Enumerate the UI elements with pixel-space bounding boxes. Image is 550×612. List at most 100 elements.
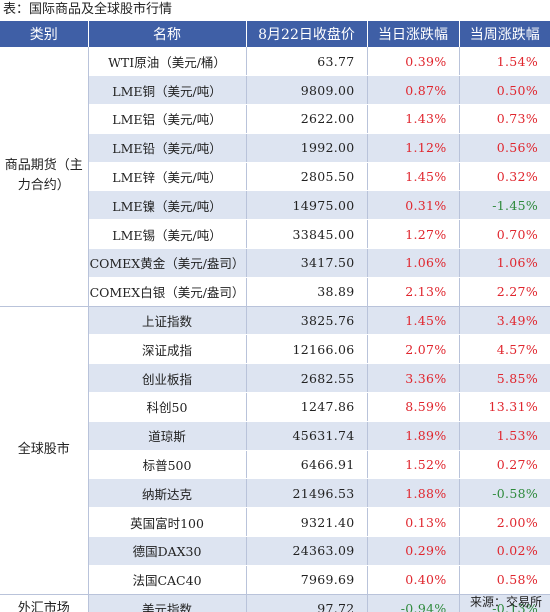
table-row: 深证成指 12166.06 2.07% 4.57% — [0, 334, 550, 365]
header-category: 类别 — [0, 21, 89, 47]
day-change-cell: 0.39% — [367, 47, 460, 77]
table-row: 德国DAX30 24363.09 0.29% 0.02% — [0, 536, 550, 566]
week-change-cell: 0.70% — [459, 219, 550, 250]
close-price-cell: 97.72 — [246, 594, 368, 612]
name-cell: 英国富时100 — [88, 507, 247, 538]
close-price-cell: 12166.06 — [246, 334, 368, 365]
table-row: LME镍（美元/吨） 14975.00 0.31% -1.45% — [0, 190, 550, 221]
table-row: 商品期货（主力合约） WTI原油（美元/桶） 63.77 0.39% 1.54% — [0, 47, 550, 307]
week-change-cell: 0.73% — [459, 104, 550, 134]
day-change-cell: 1.88% — [367, 478, 460, 509]
header-name: 名称 — [88, 21, 247, 47]
close-price-cell: 9321.40 — [246, 507, 368, 538]
day-change-cell: 1.12% — [367, 133, 460, 163]
name-cell: 上证指数 — [88, 306, 247, 336]
week-change-cell: 13.31% — [459, 392, 550, 422]
week-change-cell: 1.06% — [459, 248, 550, 278]
week-change-cell: 0.27% — [459, 450, 550, 480]
day-change-cell: 2.13% — [367, 277, 460, 307]
close-price-cell: 7969.69 — [246, 565, 368, 595]
close-price-cell: 3825.76 — [246, 306, 368, 336]
table-row: 外汇市场 美元指数 97.72 -0.94% -0.13% — [0, 594, 550, 612]
day-change-cell: 0.29% — [367, 536, 460, 566]
table-row: COMEX白银（美元/盎司） 38.89 2.13% 2.27% — [0, 277, 550, 307]
table-row: COMEX黄金（美元/盎司） 3417.50 1.06% 1.06% — [0, 248, 550, 278]
week-change-cell: 3.49% — [459, 306, 550, 336]
day-change-cell: 8.59% — [367, 392, 460, 422]
close-price-cell: 2622.00 — [246, 104, 368, 134]
close-price-cell: 3417.50 — [246, 248, 368, 278]
source-note: 来源：交易所 — [469, 595, 542, 609]
close-price-cell: 14975.00 — [246, 190, 368, 221]
close-price-cell: 24363.09 — [246, 536, 368, 566]
category-cell: 全球股市 — [0, 306, 89, 595]
table-body: 商品期货（主力合约） WTI原油（美元/桶） 63.77 0.39% 1.54% LME铜… — [0, 47, 550, 612]
table-row: LME锡（美元/吨） 33845.00 1.27% 0.70% — [0, 219, 550, 250]
week-change-cell: 0.58% — [459, 565, 550, 595]
table-row: 道琼斯 45631.74 1.89% 1.53% — [0, 421, 550, 451]
day-change-cell: 1.89% — [367, 421, 460, 451]
close-price-cell: 38.89 — [246, 277, 368, 307]
table-row: 科创50 1247.86 8.59% 13.31% — [0, 392, 550, 422]
day-change-cell: 3.36% — [367, 363, 460, 394]
close-price-cell: 1992.00 — [246, 133, 368, 163]
week-change-cell: 1.53% — [459, 421, 550, 451]
close-price-cell: 21496.53 — [246, 478, 368, 509]
name-cell: 深证成指 — [88, 334, 247, 365]
day-change-cell: -0.94% — [367, 594, 460, 612]
name-cell: LME镍（美元/吨） — [88, 190, 247, 221]
name-cell: WTI原油（美元/桶） — [88, 47, 247, 77]
category-cell: 商品期货（主力合约） — [0, 47, 89, 307]
week-change-cell: 2.00% — [459, 507, 550, 538]
day-change-cell: 1.52% — [367, 450, 460, 480]
name-cell: 法国CAC40 — [88, 565, 247, 595]
week-change-cell: 2.27% — [459, 277, 550, 307]
close-price-cell: 1247.86 — [246, 392, 368, 422]
close-price-cell: 9809.00 — [246, 75, 368, 106]
week-change-cell: 4.57% — [459, 334, 550, 365]
week-change-cell: 5.85% — [459, 363, 550, 394]
week-change-cell: 0.56% — [459, 133, 550, 163]
table-row: 创业板指 2682.55 3.36% 5.85% — [0, 363, 550, 394]
close-price-cell: 63.77 — [246, 47, 368, 77]
close-price-cell: 33845.00 — [246, 219, 368, 250]
day-change-cell: 0.87% — [367, 75, 460, 106]
day-change-cell: 1.45% — [367, 306, 460, 336]
table-row: 全球股市 上证指数 3825.76 1.45% 3.49% — [0, 306, 550, 595]
table-row: 英国富时100 9321.40 0.13% 2.00% — [0, 507, 550, 538]
day-change-cell: 1.43% — [367, 104, 460, 134]
close-price-cell: 45631.74 — [246, 421, 368, 451]
week-change-cell: 1.54% — [459, 47, 550, 77]
table-row: LME铅（美元/吨） 1992.00 1.12% 0.56% — [0, 133, 550, 163]
table-row: LME铝（美元/吨） 2622.00 1.43% 0.73% — [0, 104, 550, 134]
header-day-change: 当日涨跌幅 — [367, 21, 460, 47]
week-change-cell: -0.58% — [459, 478, 550, 509]
header-close-price: 8月22日收盘价 — [246, 21, 368, 47]
day-change-cell: 0.31% — [367, 190, 460, 221]
week-change-cell: 0.02% — [459, 536, 550, 566]
name-cell: 德国DAX30 — [88, 536, 247, 566]
table-row: 标普500 6466.91 1.52% 0.27% — [0, 450, 550, 480]
table-row: LME锌（美元/吨） 2805.50 1.45% 0.32% — [0, 162, 550, 192]
close-price-cell: 6466.91 — [246, 450, 368, 480]
name-cell: LME铅（美元/吨） — [88, 133, 247, 163]
table-caption: 表：国际商品及全球股市行情 — [3, 2, 173, 17]
table-row: LME铜（美元/吨） 9809.00 0.87% 0.50% — [0, 75, 550, 106]
table-row: 纳斯达克 21496.53 1.88% -0.58% — [0, 478, 550, 509]
day-change-cell: 1.06% — [367, 248, 460, 278]
name-cell: LME锡（美元/吨） — [88, 219, 247, 250]
week-change-cell: 0.32% — [459, 162, 550, 192]
week-change-cell: -1.45% — [459, 190, 550, 221]
header-week-change: 当周涨跌幅 — [459, 21, 550, 47]
name-cell: COMEX白银（美元/盎司） — [88, 277, 247, 307]
header-row: 类别 名称 8月22日收盘价 当日涨跌幅 当周涨跌幅 — [0, 21, 550, 47]
name-cell: 创业板指 — [88, 363, 247, 394]
day-change-cell: 2.07% — [367, 334, 460, 365]
category-cell: 外汇市场 — [0, 594, 89, 612]
market-table: 类别 名称 8月22日收盘价 当日涨跌幅 当周涨跌幅 商品期货（主力合约） WTI… — [0, 21, 550, 612]
day-change-cell: 1.27% — [367, 219, 460, 250]
name-cell: 标普500 — [88, 450, 247, 480]
close-price-cell: 2682.55 — [246, 363, 368, 394]
name-cell: LME铜（美元/吨） — [88, 75, 247, 106]
name-cell: 道琼斯 — [88, 421, 247, 451]
